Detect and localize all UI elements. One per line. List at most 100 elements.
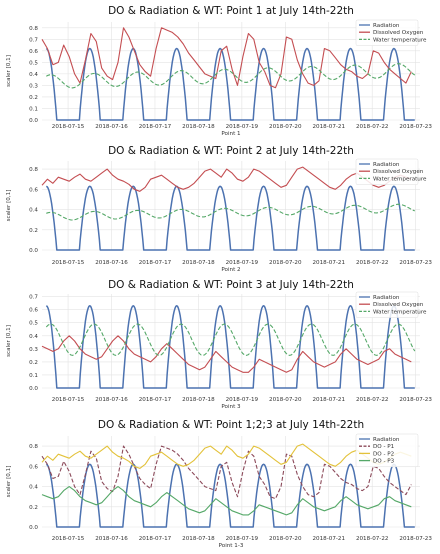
legend-entry: Radiation: [373, 23, 400, 29]
y-tick-label: 0.0: [29, 118, 38, 124]
y-tick-label: 0.6: [29, 464, 38, 470]
x-axis-label: Point 2: [221, 267, 240, 273]
y-tick-label: 0.4: [29, 485, 38, 491]
series-line-radiation: [45, 305, 415, 389]
legend-entry: Dissolved Oxygen: [373, 302, 424, 308]
y-tick-label: 0.4: [29, 334, 38, 340]
x-tick-label: 2018-07-21: [313, 124, 346, 130]
y-tick-label: 0.2: [29, 505, 38, 511]
y-tick-label: 0.0: [29, 386, 38, 392]
y-tick-label: 0.6: [29, 49, 38, 55]
x-tick-label: 2018-07-17: [139, 260, 172, 266]
x-tick-label: 2018-07-16: [95, 397, 128, 403]
series-line-dissolved-oxygen: [41, 335, 412, 373]
y-tick-label: 0.3: [29, 83, 38, 89]
x-tick-label: 2018-07-23: [399, 397, 432, 403]
series-line-water-temperature: [45, 323, 416, 356]
legend-entry: DO - P2: [373, 451, 394, 457]
y-tick-label: 0.8: [29, 26, 38, 32]
y-tick-label: 0.0: [29, 248, 38, 254]
x-tick-label: 2018-07-22: [356, 536, 389, 542]
y-tick-label: 0.2: [29, 95, 38, 101]
chart-title: DO & Radiation & WT: Point 1 at July 14t…: [108, 5, 354, 17]
y-tick-label: 0.6: [29, 187, 38, 193]
y-tick-label: 0.1: [29, 373, 38, 379]
x-tick-label: 2018-07-20: [269, 397, 302, 403]
x-tick-label: 2018-07-16: [95, 536, 128, 542]
chart-panel-4: DO & Radiation & WT: Point 1;2;3 at July…: [6, 419, 432, 549]
x-tick-label: 2018-07-19: [226, 536, 259, 542]
chart-title: DO & Radiation & WT: Point 1;2;3 at July…: [98, 419, 364, 431]
legend-box: [355, 158, 419, 185]
series-line-do-p2: [41, 443, 412, 469]
x-tick-label: 2018-07-17: [139, 536, 172, 542]
legend-entry: Water temperature: [373, 309, 427, 315]
y-axis-label: scaler [0,1]: [6, 190, 12, 222]
x-tick-label: 2018-07-20: [269, 124, 302, 130]
x-tick-label: 2018-07-17: [139, 397, 172, 403]
y-tick-label: 0.4: [29, 208, 38, 214]
y-axis-label: scaler [0,1]: [6, 466, 12, 498]
series-line-do-p1: [41, 445, 412, 500]
y-tick-label: 0.2: [29, 228, 38, 234]
y-tick-label: 0.7: [29, 37, 38, 43]
y-tick-label: 0.7: [29, 295, 38, 301]
x-tick-label: 2018-07-15: [52, 124, 85, 130]
x-tick-label: 2018-07-18: [182, 397, 215, 403]
legend-entry: Radiation: [373, 295, 400, 301]
series-line-do-p3: [41, 486, 412, 516]
x-tick-label: 2018-07-18: [182, 536, 215, 542]
x-tick-label: 2018-07-20: [269, 536, 302, 542]
x-tick-label: 2018-07-22: [356, 260, 389, 266]
y-axis-label: scaler [0,1]: [6, 325, 12, 357]
chart-panel-2: DO & Radiation & WT: Point 2 at July 14t…: [6, 145, 432, 273]
x-tick-label: 2018-07-21: [313, 397, 346, 403]
legend-entry: Dissolved Oxygen: [373, 30, 424, 36]
legend-entry: DO - P3: [373, 459, 395, 465]
x-tick-label: 2018-07-15: [52, 536, 85, 542]
x-tick-label: 2018-07-19: [226, 397, 259, 403]
legend-box: [355, 291, 419, 318]
legend-entry: Radiation: [373, 437, 400, 443]
legend-box: [355, 433, 419, 468]
x-tick-label: 2018-07-23: [399, 536, 432, 542]
x-tick-label: 2018-07-19: [226, 260, 259, 266]
x-tick-label: 2018-07-20: [269, 260, 302, 266]
y-tick-label: 0.5: [29, 321, 38, 327]
legend-box: [355, 19, 419, 46]
y-tick-label: 0.8: [29, 444, 38, 450]
x-tick-label: 2018-07-19: [226, 124, 259, 130]
chart-panel-3: DO & Radiation & WT: Point 3 at July 14t…: [6, 279, 432, 410]
x-tick-label: 2018-07-18: [182, 124, 215, 130]
chart-title: DO & Radiation & WT: Point 3 at July 14t…: [108, 279, 354, 291]
x-axis-label: Point 3: [221, 404, 241, 410]
x-tick-label: 2018-07-22: [356, 124, 389, 130]
x-tick-label: 2018-07-15: [52, 260, 85, 266]
chart-panel-1: DO & Radiation & WT: Point 1 at July 14t…: [6, 5, 432, 137]
x-axis-label: Point 1: [221, 131, 241, 137]
y-tick-label: 0.0: [29, 525, 38, 531]
legend-entry: Water temperature: [373, 37, 427, 43]
y-axis-label: scaler [0,1]: [6, 55, 12, 87]
series-line-dissolved-oxygen: [41, 166, 412, 192]
series-line-water-temperature: [46, 203, 415, 221]
chart-title: DO & Radiation & WT: Point 2 at July 14t…: [108, 145, 354, 157]
series-line-radiation: [45, 47, 415, 121]
x-tick-label: 2018-07-17: [139, 124, 172, 130]
y-tick-label: 0.2: [29, 360, 38, 366]
x-tick-label: 2018-07-15: [52, 397, 85, 403]
series-line-radiation: [45, 463, 415, 528]
x-tick-label: 2018-07-23: [399, 124, 432, 130]
x-tick-label: 2018-07-23: [399, 260, 432, 266]
x-tick-label: 2018-07-22: [356, 397, 389, 403]
y-tick-label: 0.1: [29, 106, 38, 112]
x-tick-label: 2018-07-16: [95, 124, 128, 130]
x-axis-label: Point 1-3: [219, 543, 244, 549]
x-tick-label: 2018-07-21: [313, 260, 346, 266]
y-tick-label: 0.6: [29, 308, 38, 314]
y-tick-label: 0.5: [29, 60, 38, 66]
series-line-water-temperature: [46, 63, 416, 89]
y-tick-label: 0.4: [29, 72, 38, 78]
